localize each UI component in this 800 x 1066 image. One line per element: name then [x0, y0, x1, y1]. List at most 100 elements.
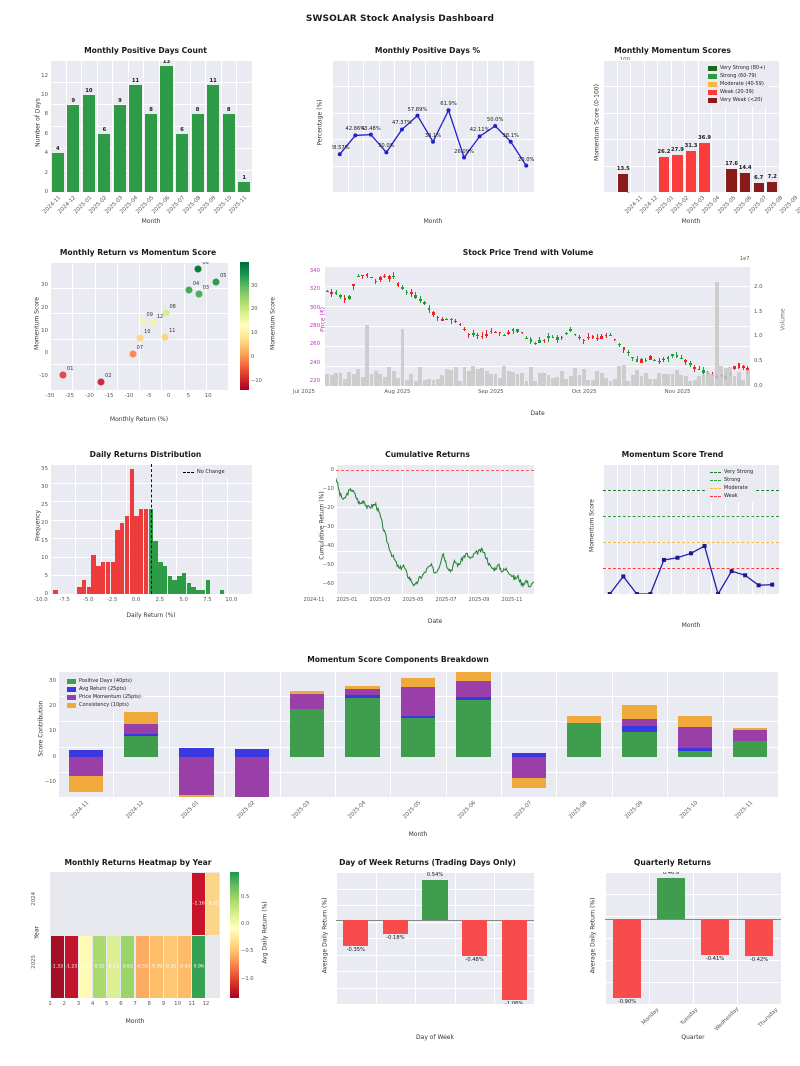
heatmap-cell [78, 872, 92, 935]
gridline [176, 464, 178, 594]
candle-wick [698, 365, 700, 371]
legend-label: Avg Return (25pts) [79, 686, 127, 692]
stacked-segment [179, 795, 214, 797]
candle-body [600, 336, 604, 339]
bar-value-label: 4 [55, 146, 60, 153]
candle-body [440, 319, 444, 321]
y-axis-label: Momentum Score (0-100) [593, 84, 601, 161]
volume-bar [484, 370, 489, 386]
volume-bar [440, 374, 445, 386]
x-tick-label: 2025-07 [512, 800, 534, 821]
bar [160, 65, 173, 192]
scatter-point-label: 11 [169, 327, 176, 334]
gridline [605, 872, 606, 1004]
candle-body [671, 354, 674, 357]
stacked-segment [622, 718, 657, 727]
histogram-bar [172, 579, 177, 594]
heatmap-cell-value: -0.25 [206, 901, 219, 906]
candle-body [591, 335, 595, 338]
gridline [667, 671, 669, 797]
chart-title: Momentum Score Trend [621, 450, 724, 459]
histogram-bar [162, 565, 168, 594]
gridline [332, 86, 534, 88]
chart-daily-returns-distribution: Daily Returns Distribution 0 5 10 15 20 25 30 3… [18, 450, 273, 635]
x-tick-label: Nov 2025 [664, 389, 691, 395]
y-tick-label: 240 [309, 359, 320, 366]
bar-value-label: 9 [71, 97, 76, 104]
volume-bar [475, 368, 480, 386]
heatmap-cell-value: -1.16 [192, 901, 205, 906]
plot-area [50, 464, 252, 594]
gridline [468, 464, 469, 594]
candle-body [533, 342, 537, 344]
legend-label: Moderate (40-59) [720, 81, 764, 87]
legend-row: Very Weak (<20) [708, 96, 765, 104]
gridline [174, 60, 176, 192]
histogram-bar [120, 522, 125, 594]
colorbar-tick-label: 0.0 [241, 921, 250, 928]
gridline [375, 872, 377, 1004]
plot-area: 4 9 10 6 9 11 8 13 6 8 11 8 1 [50, 60, 252, 192]
bar [176, 133, 189, 192]
candle-body [666, 356, 670, 360]
candle-body [653, 359, 657, 361]
y-tick-label: −10 [44, 778, 56, 785]
gridline [279, 671, 281, 797]
candle-body [525, 337, 528, 339]
stacked-segment [234, 748, 269, 757]
bar [740, 172, 751, 192]
candle-body [463, 328, 466, 330]
volume-bar [449, 369, 454, 386]
gridline [50, 60, 51, 192]
candle-body [383, 275, 387, 278]
stacked-segment [622, 731, 657, 757]
stacked-segment [290, 694, 325, 709]
legend-label: No Change [197, 469, 225, 475]
bar-value-label: 8 [226, 107, 231, 114]
x-tick-label: Jul 2025 [293, 389, 315, 395]
gridline [325, 366, 750, 367]
bar [98, 133, 111, 192]
legend-swatch [708, 65, 717, 71]
volume-bar [329, 374, 334, 386]
y-tick-label: 0 [44, 350, 48, 357]
stacked-segment [400, 718, 436, 757]
gridline [325, 266, 750, 267]
gridline [325, 306, 750, 307]
y-axis-label: Average Daily Return (%) [589, 897, 597, 974]
stacked-segment [400, 677, 436, 687]
colorbar-tick-label: 30 [251, 282, 258, 289]
histogram-bar [110, 561, 115, 594]
volume-bar [621, 365, 626, 386]
volume-bar [564, 378, 569, 386]
dashboard-title: SWSOLAR Stock Analysis Dashboard [305, 14, 495, 24]
gridline [409, 60, 411, 192]
gridline [471, 60, 473, 192]
point-value-label: 42.86% [345, 126, 366, 133]
threshold-line [603, 568, 779, 569]
gridline [336, 872, 337, 1004]
volume-bar [675, 369, 679, 386]
chart-score-components-breakdown: Momentum Score Components Breakdown −10 0… [18, 655, 800, 845]
y-tick-label: 260 [309, 341, 320, 348]
y-tick-label: 30 [41, 281, 48, 288]
point-value-label: 30.0% [378, 143, 395, 150]
colorbar-label: Avg Daily Return (%) [261, 901, 269, 964]
legend-swatch [67, 702, 76, 708]
chart-title: Quarterly Returns [633, 858, 712, 867]
legend-swatch [708, 89, 717, 95]
x-tick-label: 2025-04 [346, 800, 367, 821]
bar [129, 85, 142, 192]
volume-bar [546, 374, 551, 386]
gridline [183, 262, 185, 390]
heatmap-cell [178, 872, 192, 935]
volume-bar [387, 367, 392, 386]
bar [207, 85, 220, 192]
bar-value-label: 7.2 [767, 174, 777, 181]
legend-row: Strong [710, 476, 753, 484]
gridline [435, 464, 436, 594]
candle-body [733, 365, 736, 369]
x-tick-label: 8 [147, 1001, 151, 1007]
volume-bar [378, 374, 383, 386]
bar [699, 143, 710, 192]
